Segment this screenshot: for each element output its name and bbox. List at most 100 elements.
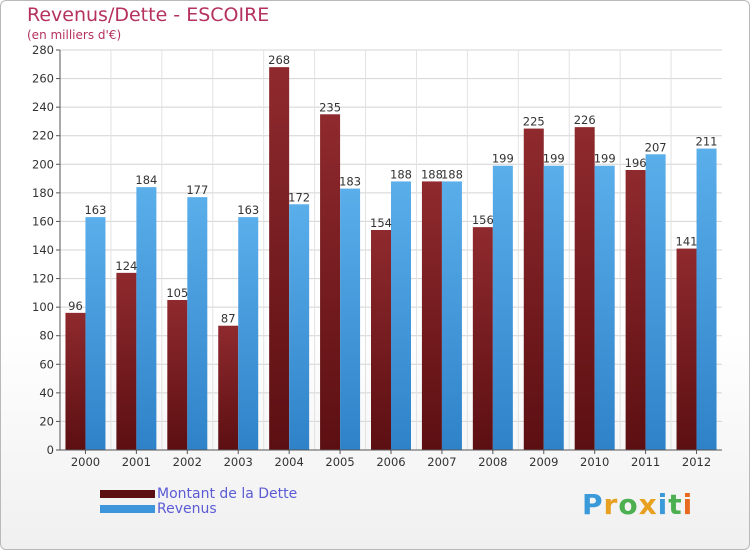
bar-dette <box>167 300 188 450</box>
logo-letter: r <box>603 488 619 521</box>
bar-revenus <box>238 217 259 450</box>
chart-title: Revenus/Dette - ESCOIRE <box>27 4 270 26</box>
y-tick-label: 20 <box>39 414 54 428</box>
x-tick-label: 2003 <box>224 455 253 469</box>
data-label: 188 <box>421 167 443 181</box>
data-label: 225 <box>523 115 545 129</box>
bars <box>65 67 717 451</box>
data-label: 268 <box>268 53 290 67</box>
y-tick-label: 200 <box>32 157 54 171</box>
x-tick-label: 2000 <box>71 455 100 469</box>
legend-label-debt: Montant de la Dette <box>157 485 298 502</box>
bar-dette <box>320 114 341 451</box>
proxiti-logo: Proxiti <box>582 488 693 521</box>
y-tick-label: 220 <box>32 129 54 143</box>
y-tick-label: 100 <box>32 300 54 314</box>
data-label: 87 <box>221 312 236 326</box>
y-tick-label: 40 <box>39 386 54 400</box>
y-tick-label: 280 <box>32 43 54 57</box>
legend-swatch-revenus <box>100 504 155 513</box>
bar-revenus <box>85 217 106 450</box>
bar-dette <box>269 67 290 451</box>
bar-dette <box>116 272 137 450</box>
y-axis-ticks: 0 20 40 60 80 100 120 140 160 180 200 220 240 260 280 <box>32 43 60 457</box>
data-label: 199 <box>543 152 565 166</box>
logo-letter: o <box>618 488 639 521</box>
bar-revenus <box>543 165 564 450</box>
bar-revenus <box>594 165 615 450</box>
logo-letter: i <box>657 488 669 521</box>
x-tick-label: 2006 <box>376 455 405 469</box>
bar-dette <box>371 230 391 450</box>
y-tick-label: 60 <box>39 357 54 371</box>
bar-dette <box>523 128 544 451</box>
data-label: 207 <box>645 140 667 154</box>
x-tick-label: 2012 <box>682 455 711 469</box>
data-label: 163 <box>84 203 106 217</box>
x-tick-label: 2007 <box>427 455 456 469</box>
bar-revenus <box>696 148 717 451</box>
data-label: 199 <box>492 152 514 166</box>
data-label: 199 <box>594 152 616 166</box>
legend-item-revenus: Revenus <box>100 500 297 517</box>
bar-revenus <box>187 197 208 450</box>
logo-letter: t <box>668 488 683 521</box>
data-label: 211 <box>696 135 718 149</box>
data-label: 156 <box>472 213 494 227</box>
y-tick-label: 120 <box>32 272 54 286</box>
data-label: 226 <box>574 113 596 127</box>
x-tick-label: 2004 <box>275 455 304 469</box>
x-tick-label: 2005 <box>325 455 354 469</box>
data-label: 184 <box>135 173 157 187</box>
data-label: 177 <box>186 183 208 197</box>
data-label: 124 <box>115 259 137 273</box>
data-label: 183 <box>339 175 361 189</box>
bar-dette <box>472 227 493 450</box>
bar-revenus <box>492 165 513 450</box>
legend: Montant de la Dette Revenus <box>100 485 298 517</box>
y-tick-label: 240 <box>32 100 54 114</box>
data-label: 96 <box>68 299 83 313</box>
x-tick-label: 2008 <box>478 455 507 469</box>
bar-revenus <box>136 187 157 450</box>
bar-revenus <box>340 188 361 451</box>
x-tick-label: 2011 <box>631 455 660 469</box>
data-label: 188 <box>390 167 412 181</box>
logo-letter: P <box>582 488 604 521</box>
data-label: 172 <box>288 190 310 204</box>
data-labels: 96 163 124 184 105 177 87 163 268 172 235 183 154 188… <box>68 53 717 326</box>
bar-revenus <box>645 154 666 451</box>
x-axis-ticks: 2000 2001 2002 2003 2004 2005 2006 2007 2008 2009… <box>71 450 711 469</box>
x-tick-label: 2009 <box>529 455 558 469</box>
data-label: 141 <box>676 235 698 249</box>
bar-revenus <box>441 181 462 450</box>
y-tick-label: 0 <box>47 443 54 457</box>
data-label: 235 <box>319 100 341 114</box>
logo-letter: i <box>682 488 694 521</box>
legend-swatch-debt <box>100 489 155 498</box>
data-label: 163 <box>237 203 259 217</box>
bar-dette <box>421 181 442 450</box>
data-label: 154 <box>370 216 392 230</box>
x-tick-label: 2002 <box>173 455 202 469</box>
data-label: 188 <box>441 167 463 181</box>
x-tick-label: 2010 <box>580 455 609 469</box>
bar-dette <box>676 248 697 450</box>
chart-subtitle: (en milliers d'€) <box>27 28 122 42</box>
y-tick-label: 260 <box>32 72 54 86</box>
y-tick-label: 160 <box>32 214 54 228</box>
bar-dette <box>574 127 595 451</box>
logo-letter: x <box>638 488 658 521</box>
legend-item-debt: Montant de la Dette <box>100 485 298 502</box>
data-label: 105 <box>166 286 188 300</box>
y-tick-label: 140 <box>32 243 54 257</box>
y-tick-label: 80 <box>39 329 54 343</box>
x-tick-label: 2001 <box>122 455 151 469</box>
data-label: 196 <box>625 156 647 170</box>
legend-label-revenus: Revenus <box>157 500 217 517</box>
bar-revenus <box>391 181 411 450</box>
bar-dette <box>625 170 646 450</box>
bar-dette <box>218 325 239 450</box>
y-tick-label: 180 <box>32 186 54 200</box>
